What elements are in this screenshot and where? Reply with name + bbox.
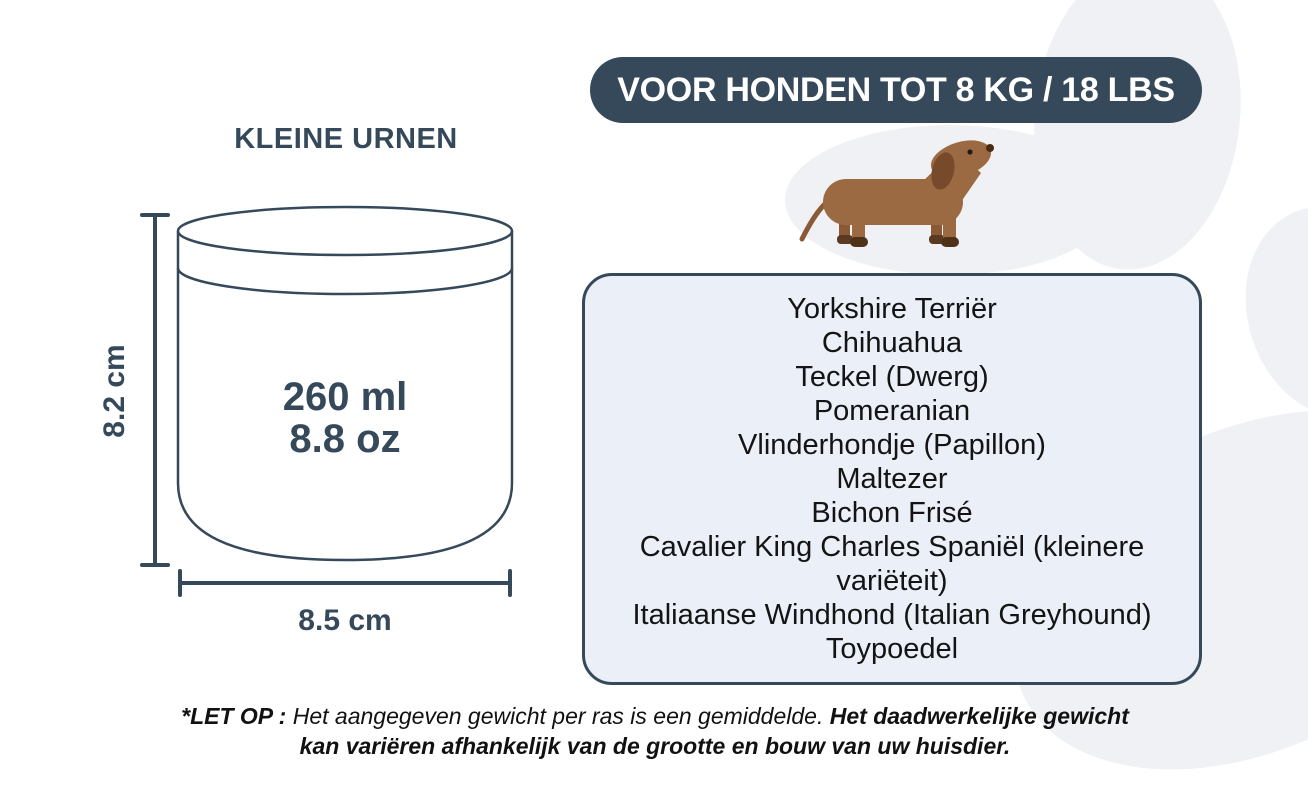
height-label: 8.2 cm — [100, 344, 131, 437]
weight-banner-label: VOOR HONDEN TOT 8 KG / 18 LBS — [617, 70, 1175, 109]
dog-eye — [967, 149, 973, 155]
dog-ear — [931, 152, 955, 190]
dog-far-paw — [929, 235, 945, 244]
urn-diagram: 8.2 cm 260 ml 8.8 oz 8.5 cm — [100, 205, 514, 637]
disclaimer-note: *LET OP : Het aangegeven gewicht per ras… — [180, 701, 1130, 761]
urn-volume-oz: 8.8 oz — [289, 417, 400, 461]
breed-item: Cavalier King Charles Spaniël (kleinere … — [639, 531, 1145, 597]
note-bold-text: Het daadwerkelijke gewicht kan variëren … — [299, 703, 1129, 759]
breed-item: Toypoedel — [825, 633, 959, 665]
breed-item: Pomeranian — [813, 395, 971, 427]
breed-item: Italiaanse Windhond (Italian Greyhound) — [632, 599, 1152, 631]
dachshund-icon — [799, 140, 994, 247]
height-dimension-line: 8.2 cm — [100, 213, 170, 567]
breed-item: Bichon Frisé — [811, 497, 973, 529]
breed-item: Teckel (Dwerg) — [795, 361, 989, 393]
urn-outline — [176, 205, 514, 562]
note-regular-text: Het aangegeven gewicht per ras is een ge… — [292, 703, 824, 729]
dog-near-paw — [941, 237, 959, 247]
width-label: 8.5 cm — [298, 604, 391, 637]
breed-item: Chihuahua — [821, 327, 963, 359]
note-prefix: *LET OP : — [181, 703, 287, 729]
weight-banner: VOOR HONDEN TOT 8 KG / 18 LBS — [590, 57, 1202, 123]
breed-item: Maltezer — [836, 463, 948, 495]
dog-nose — [986, 144, 994, 152]
urn-volume-ml: 260 ml — [283, 375, 408, 419]
breed-item: Vlinderhondje (Papillon) — [738, 429, 1046, 461]
dog-far-paw — [837, 235, 853, 244]
dog-near-paw — [850, 237, 868, 247]
section-title: KLEINE URNEN — [234, 123, 458, 155]
width-dimension-line: 8.5 cm — [178, 569, 512, 637]
paw-toe-icon — [1218, 183, 1308, 442]
breed-list-box: Yorkshire Terriër Chihuahua Teckel (Dwer… — [582, 273, 1202, 685]
breed-item: Yorkshire Terriër — [787, 293, 997, 325]
